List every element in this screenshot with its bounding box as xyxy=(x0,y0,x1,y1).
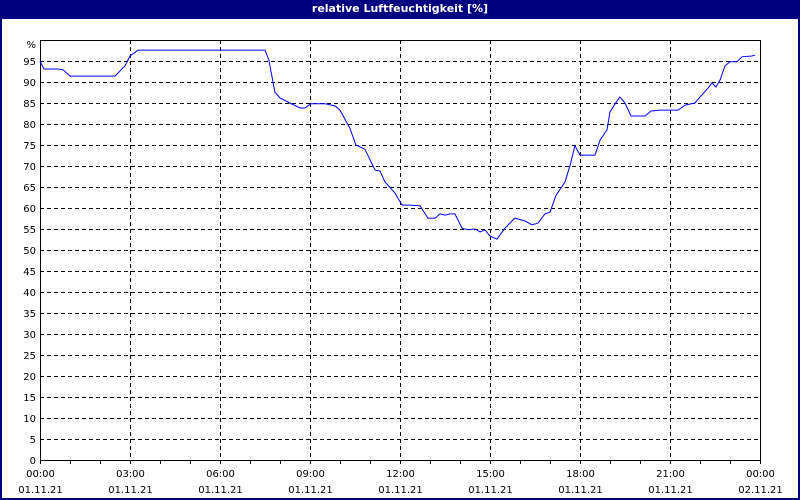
y-axis-label: % xyxy=(26,40,36,51)
chart-title: relative Luftfeuchtigkeit [%] xyxy=(311,2,489,15)
x-tick-date: 01.11.21 xyxy=(648,485,693,496)
plot-frame xyxy=(40,40,761,461)
x-tick-time: 09:00 xyxy=(296,469,325,480)
y-tick-label: 65 xyxy=(23,183,36,194)
y-tick-label: 50 xyxy=(23,246,36,257)
x-tick-date: 01.11.21 xyxy=(198,485,243,496)
x-tick-date: 01.11.21 xyxy=(558,485,603,496)
x-tick-date: 01.11.21 xyxy=(288,485,333,496)
x-tick-date: 01.11.21 xyxy=(468,485,513,496)
y-tick-label: 45 xyxy=(23,267,36,278)
x-tick-time: 18:00 xyxy=(566,469,595,480)
y-tick-label: 5 xyxy=(30,435,36,446)
x-tick-time: 00:00 xyxy=(746,469,775,480)
x-tick-time: 21:00 xyxy=(656,469,685,480)
x-tick-date: 02.11.21 xyxy=(738,485,783,496)
y-tick-label: 10 xyxy=(23,414,36,425)
y-tick-label: 0 xyxy=(30,456,36,467)
y-tick-label: 20 xyxy=(23,372,36,383)
y-tick-label: 60 xyxy=(23,204,36,215)
y-tick-label: 55 xyxy=(23,225,36,236)
humidity-line xyxy=(39,49,756,240)
y-tick-label: 80 xyxy=(23,120,36,131)
y-tick-label: 70 xyxy=(23,162,36,173)
x-tick-time: 15:00 xyxy=(476,469,505,480)
y-tick-label: 75 xyxy=(23,141,36,152)
x-tick-date: 01.11.21 xyxy=(18,485,63,496)
x-tick-time: 12:00 xyxy=(386,469,415,480)
x-tick-time: 03:00 xyxy=(116,469,145,480)
y-tick-label: 30 xyxy=(23,330,36,341)
y-tick-label: 40 xyxy=(23,288,36,299)
x-tick-date: 01.11.21 xyxy=(378,485,423,496)
x-tick-date: 01.11.21 xyxy=(108,485,153,496)
y-tick-label: 85 xyxy=(23,99,36,110)
y-tick-label: 95 xyxy=(23,57,36,68)
y-tick-label: 25 xyxy=(23,351,36,362)
y-tick-label: 35 xyxy=(23,309,36,320)
x-tick-time: 06:00 xyxy=(206,469,235,480)
x-tick-time: 00:00 xyxy=(26,469,55,480)
y-tick-label: 90 xyxy=(23,78,36,89)
y-tick-label: 15 xyxy=(23,393,36,404)
